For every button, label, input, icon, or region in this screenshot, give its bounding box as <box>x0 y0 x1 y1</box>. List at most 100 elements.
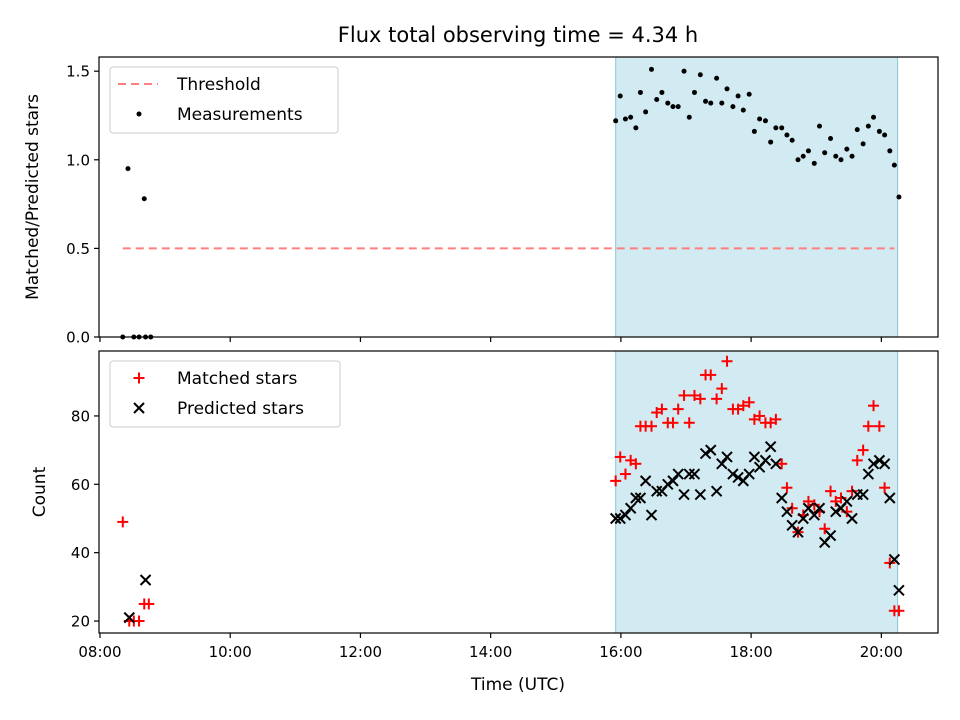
data-point-b <box>873 454 886 467</box>
data-point <box>867 458 880 470</box>
data-point <box>665 100 671 106</box>
data-point <box>773 125 779 131</box>
data-point <box>675 104 681 110</box>
data-point <box>757 116 763 122</box>
data-point-b <box>857 488 869 501</box>
legend-handle <box>133 372 145 384</box>
data-point <box>637 89 643 95</box>
data-point <box>770 413 782 425</box>
data-point-b <box>862 468 875 480</box>
data-point <box>711 393 723 405</box>
data-point <box>662 478 674 491</box>
data-point <box>762 118 768 124</box>
data-point-b <box>786 519 798 532</box>
series-predicted-stars <box>123 441 905 624</box>
data-point-b <box>808 509 820 521</box>
data-point <box>667 475 679 487</box>
axes-frame <box>98 56 939 338</box>
data-point-b <box>688 468 701 480</box>
data-point <box>125 166 131 172</box>
x-tick-label: 10:00 <box>209 643 252 661</box>
count-panel: 08:00 10:00 12:00 14:00 16:00 18:00 20:00 20 40 6… <box>30 350 939 661</box>
data-point <box>851 454 863 466</box>
data-point <box>634 492 647 504</box>
data-point <box>884 492 896 504</box>
data-point-b <box>672 468 684 480</box>
y-tick-label: 20 <box>71 613 90 631</box>
data-point-b <box>705 444 717 456</box>
data-point <box>868 400 880 412</box>
data-point-b <box>639 475 652 487</box>
data-point <box>633 125 639 131</box>
data-point-b <box>662 478 674 491</box>
data-point <box>688 389 700 401</box>
data-point <box>143 598 155 610</box>
y-tick-label: 40 <box>71 544 90 562</box>
y-tick-label: 0.5 <box>66 240 90 258</box>
data-point-b <box>634 492 647 504</box>
data-point <box>819 523 831 535</box>
data-point <box>764 441 777 453</box>
data-point <box>849 153 855 159</box>
data-point <box>789 137 795 143</box>
data-point <box>857 488 869 501</box>
legend-handle <box>136 111 142 117</box>
x-tick-label: 14:00 <box>469 643 512 661</box>
data-point <box>123 611 135 624</box>
data-point-b <box>867 458 880 470</box>
data-point <box>624 502 637 514</box>
data-point <box>776 458 788 470</box>
data-point-b <box>727 468 739 480</box>
data-point <box>697 72 703 78</box>
y-tick-label: 1.5 <box>66 63 90 81</box>
data-point <box>857 444 869 456</box>
data-point-b <box>830 505 842 518</box>
data-point <box>768 139 774 145</box>
data-point-b <box>776 492 788 504</box>
axes-frame <box>98 350 939 634</box>
legend-label: Threshold <box>176 75 261 95</box>
data-point <box>667 417 679 429</box>
data-point <box>645 509 658 521</box>
data-point-b <box>824 529 837 542</box>
data-point <box>141 196 147 202</box>
data-point <box>683 468 695 480</box>
data-point-b <box>770 458 782 470</box>
data-point <box>708 100 714 106</box>
data-point-b <box>614 512 626 525</box>
data-point <box>802 495 814 507</box>
data-point <box>610 475 622 487</box>
data-point-b <box>802 502 815 514</box>
data-point <box>694 488 707 501</box>
data-point-b <box>743 468 755 480</box>
data-point <box>879 482 891 494</box>
data-point <box>792 526 804 538</box>
data-point-b <box>667 475 679 487</box>
data-point <box>688 468 701 480</box>
data-point <box>846 512 858 525</box>
data-point-b <box>884 492 896 504</box>
x-tick-label: 16:00 <box>599 643 642 661</box>
data-point-b <box>759 454 772 467</box>
data-point <box>650 485 663 497</box>
data-point <box>705 369 717 381</box>
data-point-b <box>893 584 905 596</box>
data-point <box>648 66 654 72</box>
data-point <box>784 132 790 138</box>
y-tick-label: 60 <box>71 476 90 494</box>
data-point <box>893 584 905 596</box>
data-point <box>862 468 875 480</box>
legend: Matched stars Predicted stars <box>109 360 341 428</box>
data-point <box>891 162 897 168</box>
data-point-b <box>630 492 642 504</box>
data-point-b <box>123 611 135 624</box>
data-point <box>800 153 806 159</box>
data-point <box>822 150 828 156</box>
data-point <box>703 98 709 104</box>
legend-box <box>109 360 341 428</box>
data-point-b <box>846 512 858 525</box>
data-point <box>614 512 626 525</box>
data-point <box>694 393 706 405</box>
data-point <box>865 123 871 129</box>
